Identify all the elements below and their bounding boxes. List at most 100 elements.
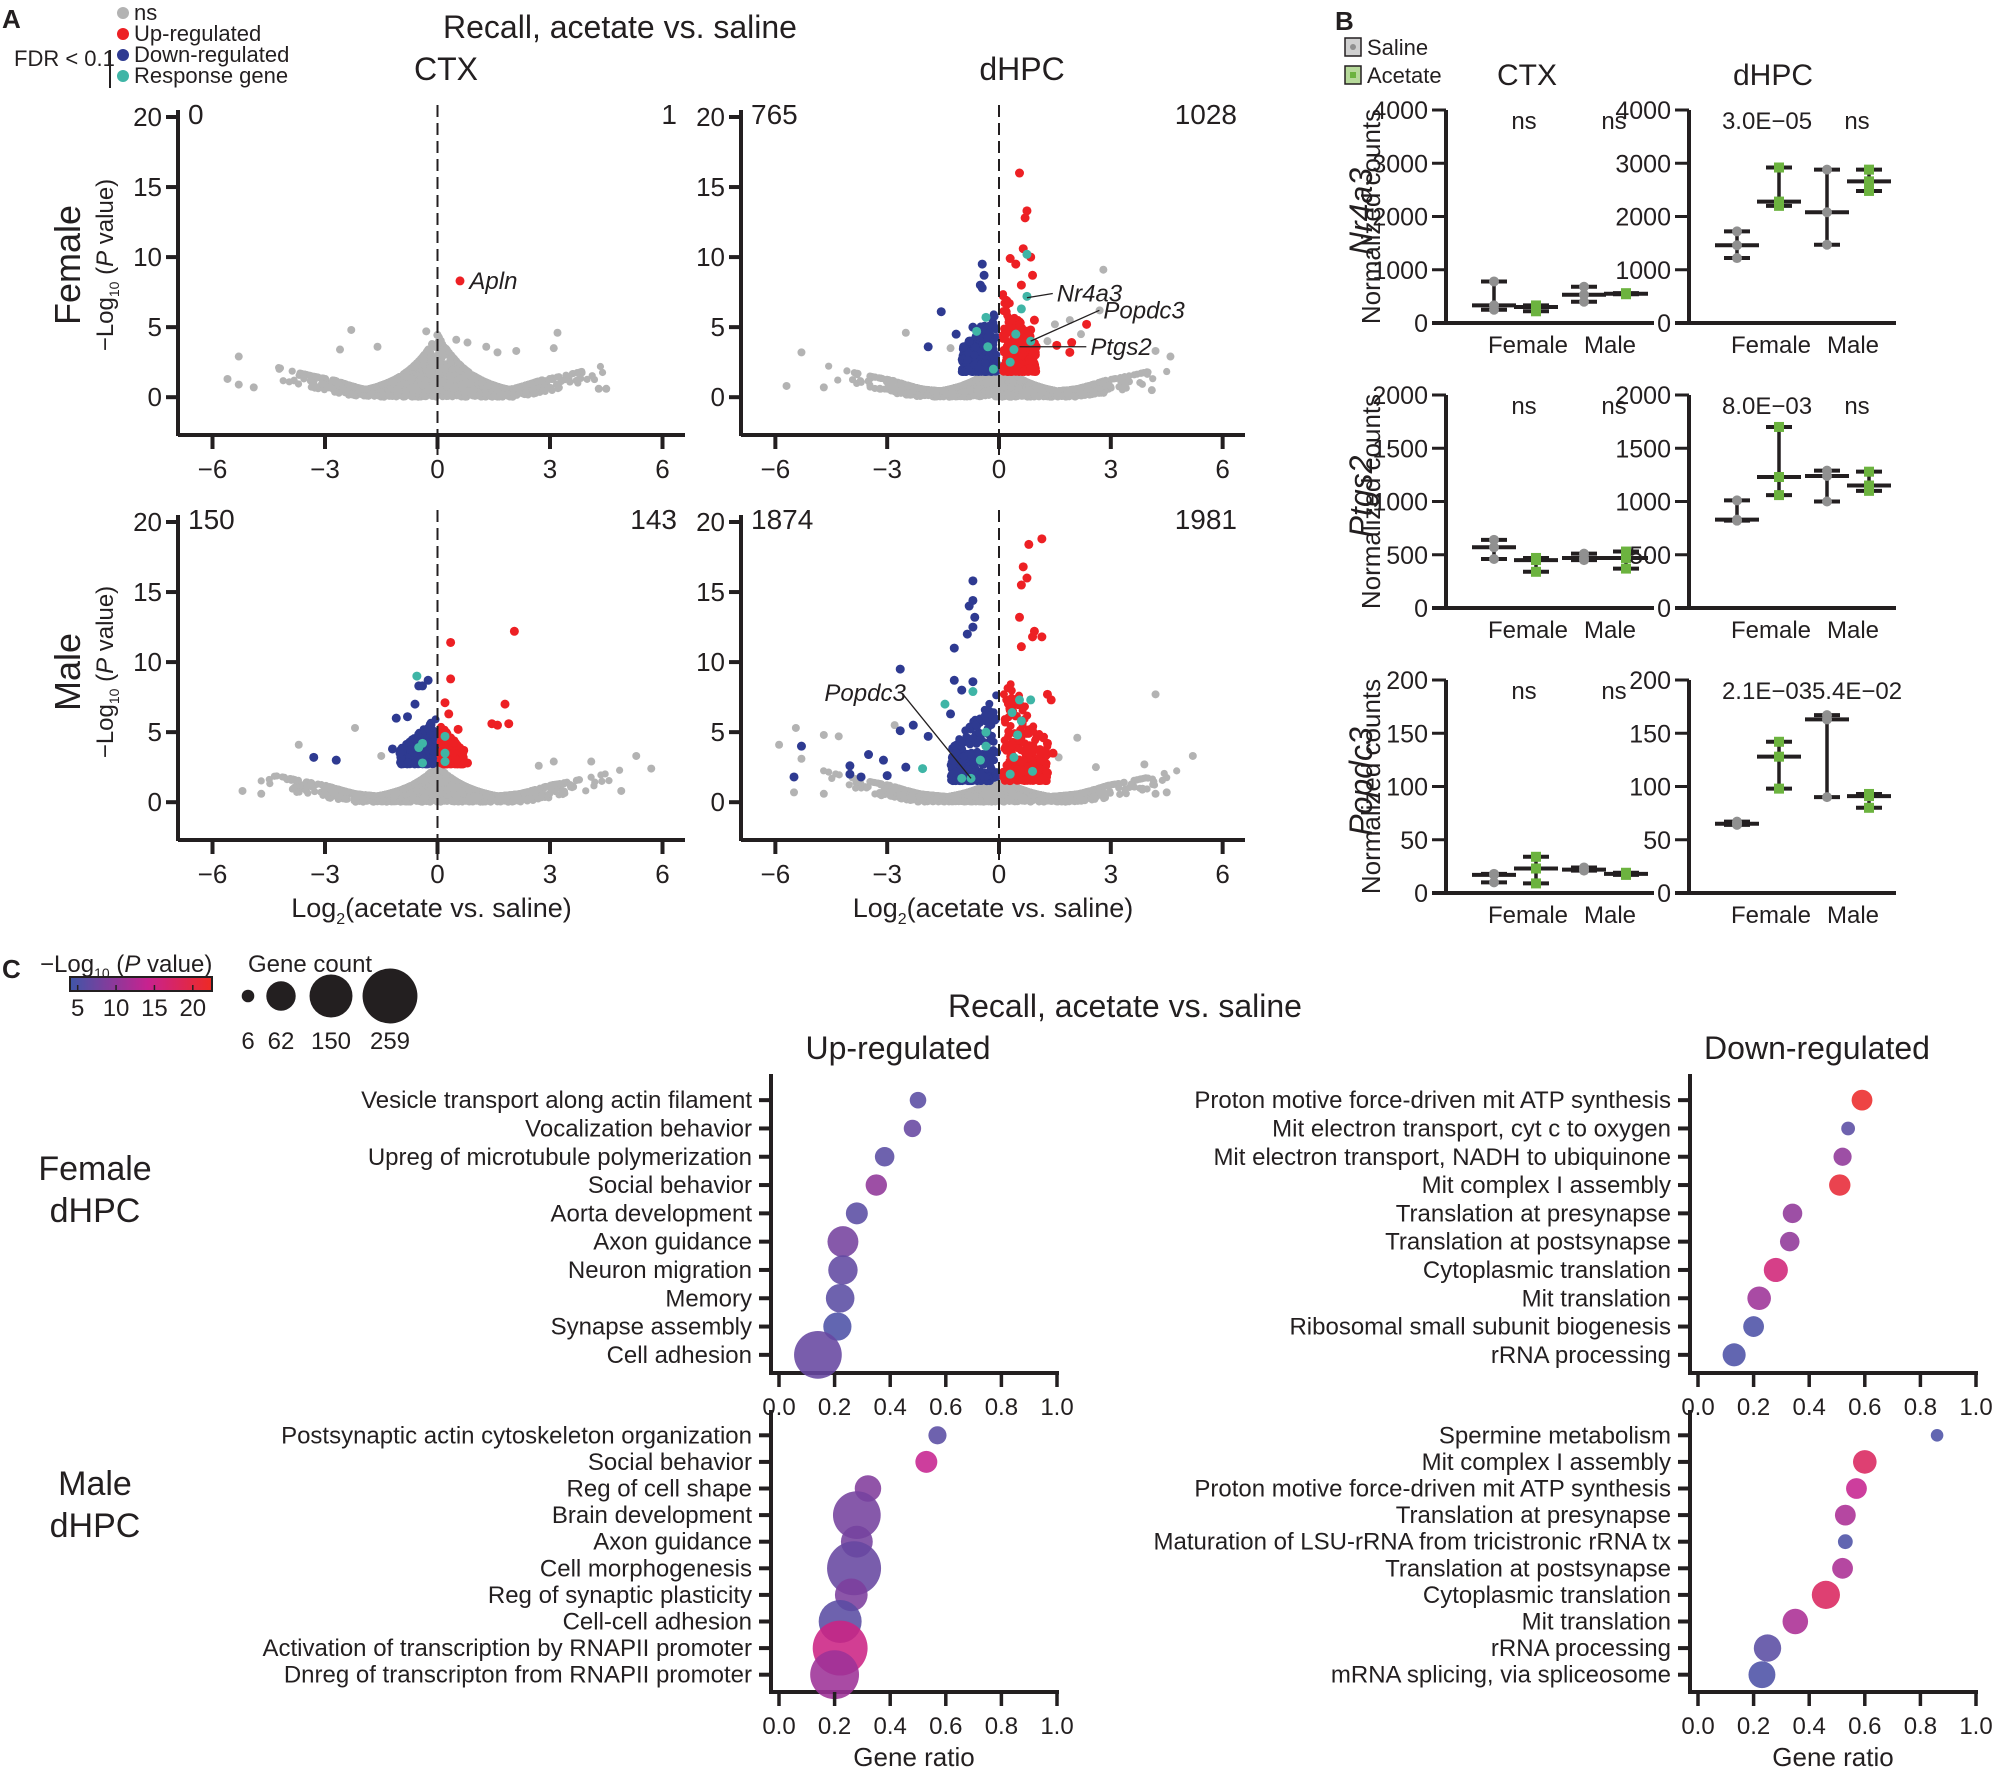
ns-point (952, 383, 960, 391)
volcano-legend: FDR < 0.1nsUp-regulatedDown-regulatedRes… (14, 0, 289, 88)
ns-point (442, 772, 451, 780)
volcano-y-axis-label: −Log10 (P value) (92, 179, 122, 351)
up-point (999, 365, 1008, 374)
ns-point (321, 380, 329, 388)
response-point (988, 364, 998, 374)
ns-point (360, 392, 368, 400)
ns-point (347, 325, 356, 334)
ns-point (316, 374, 324, 382)
ns-point (1064, 391, 1072, 399)
ns-point (482, 792, 490, 801)
ns-point (420, 356, 428, 364)
ns-point (417, 372, 425, 380)
ns-point (447, 391, 455, 399)
ns-point (534, 761, 543, 770)
ns-point (1032, 381, 1041, 390)
ns-point (864, 377, 872, 385)
ns-point (463, 388, 472, 396)
up-point (1029, 315, 1039, 325)
down-point (959, 367, 968, 376)
ns-point (568, 784, 576, 792)
down-point (936, 307, 946, 317)
x-tick-label: 0 (430, 454, 444, 484)
y-tick-label: 10 (696, 242, 725, 272)
ns-point (443, 786, 451, 794)
ns-point (904, 381, 912, 389)
gene-label-popdc3: Popdc3 (1103, 297, 1185, 324)
ns-point (857, 378, 865, 386)
ns-point (412, 359, 421, 367)
ns-point (331, 376, 339, 385)
y-tick-label: 10 (133, 242, 162, 272)
ns-point (476, 390, 484, 399)
up-regulated-count: 1 (661, 99, 677, 130)
ns-point (350, 382, 358, 391)
volcano-column-title-ctx: CTX (414, 51, 478, 87)
up-point (1026, 325, 1036, 335)
ns-point (270, 772, 279, 780)
legend-fdr-label: FDR < 0.1 (14, 46, 115, 71)
volcano-title: Recall, acetate vs. saline (443, 9, 797, 45)
ns-point (320, 783, 328, 791)
y-tick-label: 15 (696, 172, 725, 202)
ns-point (507, 791, 515, 799)
ns-point (1110, 375, 1118, 383)
ns-point (999, 382, 1007, 391)
ns-point (402, 380, 410, 388)
ns-point (402, 368, 411, 376)
ns-point (534, 377, 542, 385)
ns-point (288, 785, 297, 793)
ns-point (583, 375, 591, 383)
ns-point (447, 374, 455, 382)
y-tick-label: 20 (696, 102, 725, 132)
up-point (455, 276, 465, 286)
ns-point (1147, 386, 1156, 395)
ns-point (354, 790, 362, 798)
down-point (964, 336, 974, 346)
ns-point (578, 367, 586, 376)
ns-point (377, 751, 386, 760)
y-tick-label: 15 (133, 172, 162, 202)
up-point (1026, 364, 1035, 373)
x-tick-label: 3 (543, 454, 557, 484)
x-tick-label: 6 (1215, 454, 1229, 484)
ns-point (411, 779, 419, 788)
ns-point (984, 389, 993, 397)
ns-point (285, 378, 293, 386)
ns-point (437, 337, 445, 345)
ns-point (463, 338, 472, 347)
down-point (985, 327, 994, 336)
ns-point (469, 392, 477, 400)
ns-point (527, 795, 535, 803)
ns-point (848, 376, 857, 384)
ns-point (782, 381, 791, 390)
ns-point (307, 779, 315, 787)
volcano-column-title-dhpc: dHPC (979, 51, 1064, 87)
ns-point (409, 384, 417, 392)
ns-point (594, 384, 603, 393)
up-point (1006, 367, 1015, 376)
ns-point (491, 381, 499, 390)
up-point (1052, 340, 1062, 350)
up-point (1067, 338, 1077, 348)
ns-point (341, 795, 349, 803)
down-point (981, 358, 990, 367)
ns-point (326, 383, 334, 391)
ns-point (414, 387, 422, 395)
legend-label-response: Response gene (134, 63, 288, 88)
up-point (1010, 313, 1019, 322)
ns-point (946, 344, 955, 353)
y-tick-label: 5 (148, 312, 162, 342)
ns-point (422, 327, 431, 336)
ns-point (587, 757, 596, 766)
up-point (1065, 347, 1075, 357)
ns-point (552, 380, 561, 389)
ns-point (445, 348, 453, 357)
ns-point (449, 789, 457, 798)
ns-point (560, 787, 569, 795)
ns-point (347, 390, 356, 398)
ns-point (601, 770, 609, 778)
up-point (1005, 322, 1014, 331)
up-point (1002, 307, 1011, 316)
